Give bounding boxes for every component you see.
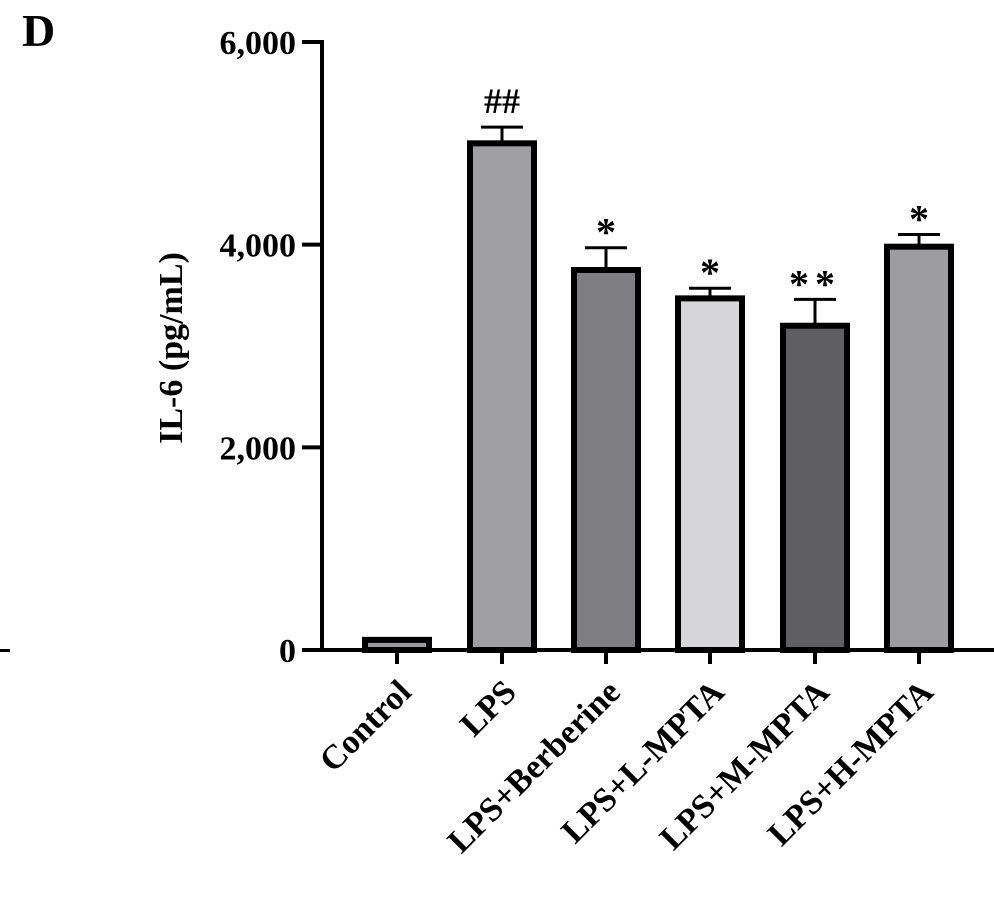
- bars: [362, 140, 954, 653]
- y-tick-label: 2,000: [220, 430, 297, 467]
- significance-label: *: [909, 197, 929, 242]
- bar: [362, 636, 432, 653]
- significance-annotations: ##** ***: [484, 81, 929, 306]
- bar: [571, 267, 641, 653]
- y-axis-label: IL-6 (pg/mL): [153, 252, 190, 444]
- significance-label: ##: [484, 81, 520, 121]
- significance-label: *: [596, 210, 616, 255]
- error-bars: [481, 125, 940, 326]
- x-tick-label: Control: [313, 673, 419, 779]
- bar: [780, 322, 850, 653]
- y-tick-label: 6,000: [220, 25, 297, 62]
- significance-label: **: [789, 261, 841, 306]
- bar: [884, 243, 954, 653]
- bar: [675, 295, 745, 653]
- x-tick-label: LPS: [453, 673, 523, 743]
- significance-label: *: [700, 250, 720, 295]
- y-axis: 0 2,000 4,000 6,000: [220, 25, 324, 670]
- y-tick-label: 0: [279, 633, 296, 670]
- x-axis: Control LPSLPS+BerberineLPS+L-MPTALPS+M-M…: [313, 648, 994, 860]
- y-tick-label: 4,000: [220, 228, 297, 265]
- edge-mark: [0, 649, 10, 652]
- panel-label: D: [22, 5, 56, 56]
- bar: [467, 140, 537, 653]
